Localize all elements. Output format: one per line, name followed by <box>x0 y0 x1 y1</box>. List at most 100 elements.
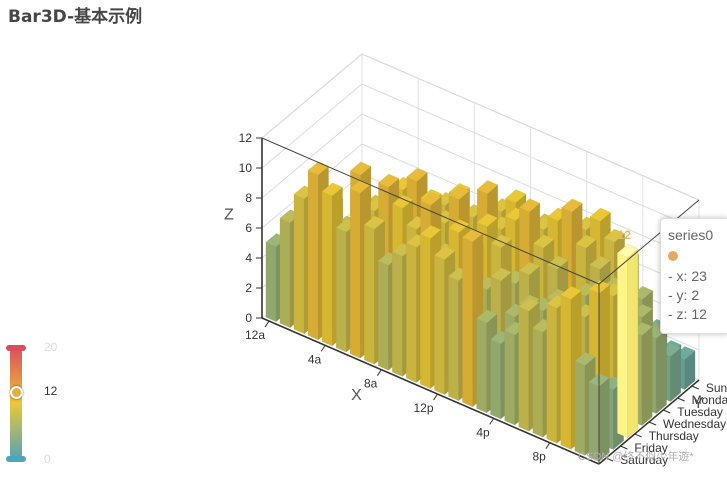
bar-top-face <box>448 186 470 200</box>
bar-front-face <box>392 251 403 377</box>
bar-front-face <box>546 303 558 444</box>
visual-map-min-label: 0 <box>44 452 51 466</box>
y-tick <box>605 457 614 462</box>
bar-front-face <box>321 191 333 347</box>
bar-front-face <box>378 260 389 371</box>
x-tick <box>320 345 326 352</box>
z-tick-label: 2 <box>245 281 252 295</box>
z-tick-label: 0 <box>245 311 252 325</box>
x-tick <box>489 418 495 425</box>
x-tick-label: 12p <box>413 401 433 415</box>
y-tick <box>648 421 657 426</box>
bar-top-face <box>547 255 569 270</box>
bar-top-face <box>434 246 456 260</box>
bar-top-face <box>519 198 541 212</box>
bar-top-face <box>560 286 582 300</box>
y-tick <box>620 445 628 450</box>
visual-map-bottom-handle[interactable] <box>6 456 26 462</box>
z-tick-label: 10 <box>239 161 253 175</box>
bar-side-face <box>670 347 681 402</box>
visual-map[interactable]: 20 12 0 <box>6 340 66 470</box>
bar-front-face <box>490 339 501 420</box>
bar-top-face <box>575 234 597 249</box>
labels-layer: 0 2 4 6 8 10 12 12a 4a 8a 12p 4p 8p SaturdayFridayThu… <box>224 131 727 467</box>
bar-top-face <box>350 161 372 176</box>
y-tick-label: Sunday <box>706 381 727 395</box>
bar-side-face <box>656 329 667 414</box>
bar-side-face <box>641 326 653 426</box>
y-tick-label: Wednesday <box>663 417 726 431</box>
y-tick <box>663 409 671 414</box>
highlight-top-face <box>617 244 639 258</box>
bar-front-face <box>504 330 515 426</box>
z-tick-label: 12 <box>239 131 253 145</box>
tooltip-z: - z: 12 <box>668 306 707 322</box>
bar-top-face <box>561 198 583 213</box>
bar-top-face <box>490 267 512 281</box>
visual-map-top-handle[interactable] <box>6 345 26 351</box>
y-tick-label: Saturday <box>620 453 668 467</box>
bar-top-face <box>378 173 400 188</box>
y-tick-label: Thursday <box>649 429 699 443</box>
bar-front-face <box>434 254 445 395</box>
y-tick <box>691 385 700 390</box>
bar-top-face <box>518 261 540 276</box>
bar-front-face <box>350 188 361 359</box>
y-tick-label: Monday <box>692 393 727 407</box>
bar-top-face <box>589 207 611 222</box>
bar-front-face <box>462 237 473 407</box>
x-tick-label: 12a <box>245 328 265 342</box>
bar-top-face <box>476 309 498 323</box>
bar-top-face <box>574 352 596 366</box>
x-tick <box>545 442 551 449</box>
x-tick <box>264 320 270 328</box>
highlight-front-face <box>617 252 628 438</box>
bar-front-face <box>532 327 544 438</box>
tooltip-series-name: series0 <box>668 227 714 243</box>
y-axis-name: Y <box>693 395 704 412</box>
x-tick <box>433 393 438 401</box>
y-tick-label: Tuesday <box>677 405 723 419</box>
bar-top-face <box>321 182 343 197</box>
bar-top-face <box>518 297 540 312</box>
x-tick-label: 4a <box>308 352 322 366</box>
bar-top-face <box>477 180 498 194</box>
y-tick-label: Friday <box>634 441 667 455</box>
bar-front-face <box>336 227 347 353</box>
bar-top-face <box>364 215 385 230</box>
tooltip-x: - x: 23 <box>668 268 707 284</box>
z-tick-label: 4 <box>245 251 252 265</box>
bars-layer: 12 <box>265 161 696 462</box>
highlight-side-face <box>627 248 639 438</box>
z-axis-name: Z <box>224 207 234 224</box>
bar-front-face <box>265 241 277 322</box>
visual-map-gradient[interactable] <box>10 347 22 460</box>
bar-top-face <box>533 234 555 249</box>
watermark: CSDN @终不似少年遊* <box>578 451 694 463</box>
bar-top-face <box>589 255 611 270</box>
visual-map-value-handle[interactable] <box>10 386 23 400</box>
bar-front-face <box>518 306 529 432</box>
x-tick-label: 8p <box>532 450 546 464</box>
bar <box>588 373 610 462</box>
x-tick-label: 8a <box>364 377 378 391</box>
y-tick <box>634 433 642 438</box>
bar-front-face <box>279 218 291 328</box>
bar-top-face <box>420 225 442 239</box>
tooltip: series0 - x: 23 - y: 2 - z: 12 <box>660 218 727 334</box>
bar-top-face <box>505 189 527 203</box>
x-axis-name: X <box>351 387 362 404</box>
bar-top-face <box>420 192 442 206</box>
chart-title: Bar3D-基本示例 <box>8 7 143 27</box>
y-tick <box>677 397 685 402</box>
bar-front-face <box>293 194 305 334</box>
x-axis-line <box>261 317 600 465</box>
bar-front-face <box>476 318 487 414</box>
bar-front-face <box>307 170 319 341</box>
z-tick-label: 8 <box>245 191 252 205</box>
x-tick-label: 4p <box>476 425 490 439</box>
highlight-value-label: 12 <box>618 228 632 242</box>
highlight-bar <box>617 244 639 438</box>
bar-front-face <box>406 242 417 383</box>
